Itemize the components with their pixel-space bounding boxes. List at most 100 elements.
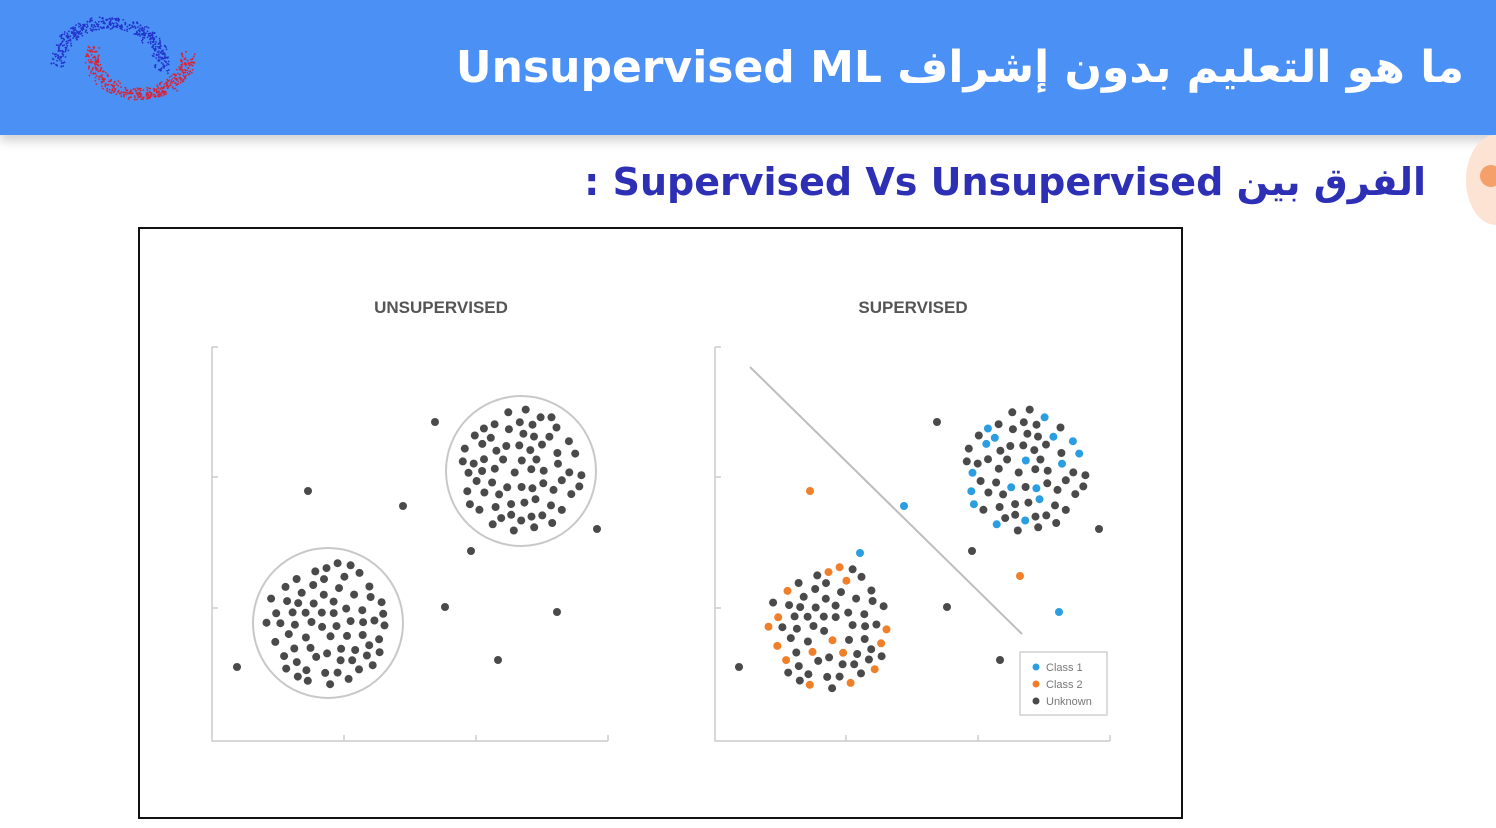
- logo-particle: [191, 57, 194, 60]
- logo-particle: [117, 84, 120, 87]
- logo-particle: [111, 88, 114, 91]
- logo-particle: [124, 86, 127, 89]
- logo-particle: [150, 92, 153, 95]
- unknown-point: [790, 612, 799, 621]
- logo-particle: [129, 90, 131, 93]
- data-point: [302, 666, 311, 675]
- logo-particle: [155, 35, 158, 38]
- data-point: [547, 413, 556, 422]
- logo-particle: [79, 24, 82, 27]
- data-point: [469, 459, 478, 468]
- logo-particle: [178, 73, 181, 76]
- unknown-point: [860, 610, 869, 619]
- logo-particle: [108, 91, 111, 94]
- outlier-point: [553, 608, 561, 616]
- logo-particle: [139, 35, 142, 37]
- logo-particle: [147, 41, 150, 44]
- logo-particle: [88, 46, 91, 49]
- logo-particle: [132, 22, 135, 25]
- unknown-point: [1021, 483, 1030, 491]
- logo-particle: [166, 81, 168, 84]
- logo-particle: [181, 60, 184, 63]
- logo-particle: [104, 85, 107, 88]
- data-point: [507, 500, 516, 509]
- class1-point: [967, 487, 976, 496]
- data-point: [567, 490, 576, 499]
- logo-particle: [60, 37, 63, 40]
- logo-particle: [147, 93, 149, 96]
- logo-particle: [102, 87, 104, 90]
- unknown-point: [819, 612, 828, 621]
- unknown-point: [864, 655, 873, 664]
- cluster-circle-upper: [445, 395, 597, 547]
- unknown-point: [813, 571, 822, 580]
- logo-particle: [161, 95, 163, 97]
- unknown-point: [852, 594, 861, 603]
- logo-particle: [56, 59, 59, 62]
- data-point: [359, 618, 368, 627]
- logo-particle: [136, 98, 138, 101]
- unknown-point: [848, 565, 857, 574]
- unknown-point: [1031, 512, 1040, 521]
- logo-particle: [126, 30, 129, 32]
- logo-particle: [87, 67, 90, 70]
- data-point: [538, 511, 547, 520]
- data-point: [321, 668, 330, 677]
- logo-particle: [139, 87, 142, 90]
- logo-particle: [56, 54, 59, 57]
- logo-particle: [180, 67, 183, 70]
- logo-particle: [67, 36, 70, 39]
- logo-particle: [108, 88, 111, 91]
- logo-particle: [117, 90, 120, 93]
- logo-particle: [104, 22, 106, 25]
- logo-particle: [163, 60, 166, 62]
- data-point: [375, 648, 384, 657]
- logo-particle: [174, 77, 177, 80]
- unknown-point: [1024, 498, 1033, 507]
- data-point: [507, 510, 516, 519]
- logo-particle: [151, 31, 154, 34]
- logo-particle: [95, 74, 98, 77]
- data-point: [297, 588, 306, 597]
- logo-particle: [160, 81, 163, 83]
- logo-particle: [156, 51, 159, 53]
- unknown-point: [792, 648, 801, 657]
- logo-particle: [89, 19, 92, 22]
- logo-particle: [116, 24, 119, 27]
- logo-particle: [154, 48, 157, 51]
- logo-particle: [162, 65, 165, 68]
- logo-particle: [184, 76, 187, 79]
- data-point: [517, 516, 526, 525]
- logo-particle: [185, 63, 188, 66]
- supervised-panel-title: SUPERVISED: [858, 298, 967, 317]
- logo-particle: [62, 55, 64, 57]
- logo-particle: [179, 81, 182, 84]
- unknown-point: [1023, 429, 1032, 438]
- unknown-point: [996, 446, 1005, 455]
- logo-particle: [137, 88, 140, 91]
- logo-particle: [179, 66, 182, 69]
- unknown-point: [835, 672, 844, 681]
- logo-particle: [179, 68, 182, 71]
- logo-particle: [167, 69, 170, 71]
- unknown-point: [879, 602, 888, 611]
- logo-particle: [81, 34, 84, 37]
- data-point: [491, 503, 500, 511]
- logo-particle: [104, 83, 107, 86]
- data-point: [577, 471, 586, 480]
- logo-particle: [63, 33, 66, 36]
- unknown-point: [848, 621, 857, 630]
- logo-particle: [133, 25, 136, 28]
- logo-particle: [140, 28, 143, 31]
- logo-particle: [151, 34, 154, 37]
- data-point: [472, 477, 481, 485]
- logo-particle: [158, 47, 160, 49]
- logo-particle: [182, 80, 185, 83]
- unknown-point: [822, 579, 830, 588]
- unknown-point: [1001, 514, 1010, 523]
- logo-particle: [57, 50, 60, 52]
- logo-particle: [50, 62, 53, 65]
- data-point: [497, 514, 506, 523]
- logo-particle: [64, 46, 67, 49]
- logo-particle: [112, 22, 115, 25]
